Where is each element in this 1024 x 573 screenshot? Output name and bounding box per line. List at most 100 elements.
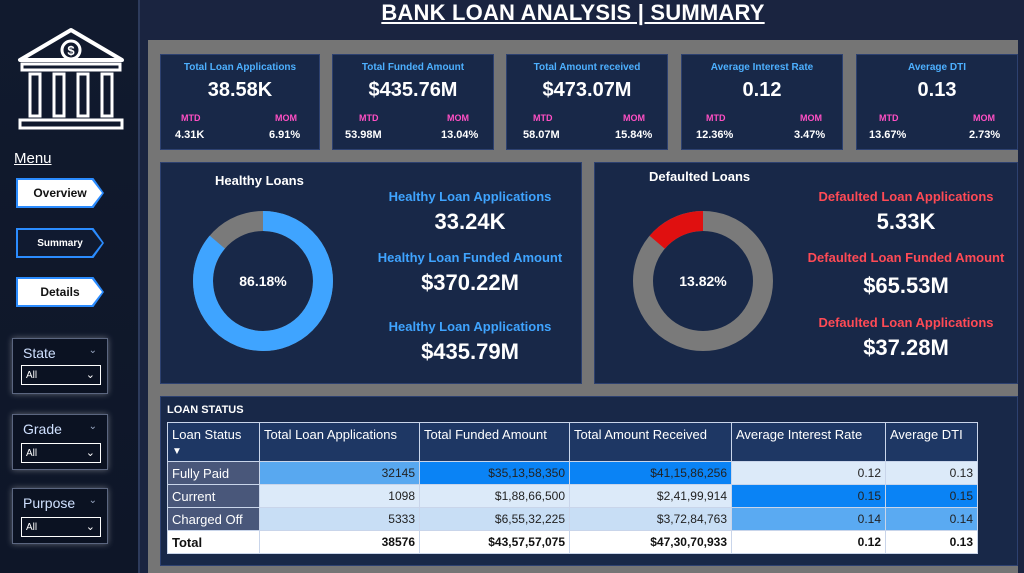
column-header[interactable]: Total Loan Applications [259,422,420,462]
rate-cell: 0.14 [731,507,886,531]
slicer-purpose-label: Purpose [23,495,76,511]
slicer-state-select[interactable]: All ⌄ [21,365,101,385]
chevron-down-icon[interactable]: ⌄ [88,345,97,356]
sidebar: $ Menu Overview Summary Details State ⌄ … [0,0,140,573]
bank-icon: $ [18,28,124,130]
slicer-state: State ⌄ All ⌄ [12,338,108,394]
funded-cell: $35,13,58,350 [419,461,570,485]
slicer-grade-value: All [26,448,38,459]
table-row[interactable]: Fully Paid 32145 $35,13,58,350 $41,15,86… [167,461,978,485]
table-header-row: Loan Status ▼ Total Loan Applications To… [167,422,978,462]
defaulted-metric-value: $37.28M [863,335,949,360]
kpi-card-total-amount-received: Total Amount received $473.07M MTD MOM 5… [506,54,668,150]
rate-cell: 0.12 [731,461,886,485]
chevron-down-icon: ⌄ [85,369,95,381]
dti-cell: 0.13 [885,461,978,485]
kpi-mtd-value: 13.67% [869,129,907,141]
kpi-title: Average DTI [908,62,966,73]
received-cell: $47,30,70,933 [569,530,732,554]
nav-details-label: Details [18,279,102,305]
kpi-title: Total Funded Amount [361,62,465,73]
chevron-down-icon[interactable]: ⌄ [88,495,97,506]
slicer-purpose-select[interactable]: All ⌄ [21,517,101,537]
status-cell: Charged Off [167,507,260,531]
dti-cell: 0.14 [885,507,978,531]
defaulted-metric-value: $65.53M [863,273,949,298]
healthy-metric-label: Healthy Loan Applications [388,189,552,204]
defaulted-loans-donut: 13.82% [633,211,773,351]
kpi-mtd-label: MTD [359,113,379,123]
rate-cell: 0.15 [731,484,886,508]
kpi-value: $473.07M [542,79,632,101]
kpi-value: 0.13 [917,79,957,101]
kpi-mom-label: MOM [447,113,469,123]
status-cell: Fully Paid [167,461,260,485]
kpi-card-total-loan-applications: Total Loan Applications 38.58K MTD MOM 4… [160,54,320,150]
column-header[interactable]: Average Interest Rate [731,422,886,462]
nav-summary-button[interactable]: Summary [16,228,104,258]
funded-cell: $1,88,66,500 [419,484,570,508]
donut-segment-defaulted [633,211,773,351]
donut-label: 13.82% [679,273,727,289]
loan-status-table: Loan Status ▼ Total Loan Applications To… [167,422,978,554]
defaulted-metric-value: 5.33K [876,209,936,234]
kpi-mom-label: MOM [623,113,645,123]
donut-label: 86.18% [239,273,287,289]
healthy-metric-label: Healthy Loan Funded Amount [377,250,563,265]
apps-cell: 38576 [259,530,420,554]
table-total-row: Total 38576 $43,57,57,075 $47,30,70,933 … [167,530,978,554]
received-cell: $3,72,84,763 [569,507,732,531]
kpi-mtd-value: 58.07M [523,129,560,141]
slicer-state-value: All [26,370,38,381]
kpi-card-average-dti: Average DTI 0.13 MTD MOM 13.67% 2.73% [856,54,1018,150]
kpi-mtd-label: MTD [533,113,553,123]
chevron-down-icon: ⌄ [85,447,95,459]
kpi-value: $435.76M [368,79,458,101]
chevron-down-icon: ⌄ [85,521,95,533]
kpi-mom-label: MOM [800,113,822,123]
menu-title: Menu [14,150,52,167]
healthy-metric-value: 33.24K [434,209,506,234]
kpi-mom-value: 13.04% [441,129,479,141]
nav-details-button[interactable]: Details [16,277,104,307]
chevron-down-icon[interactable]: ⌄ [88,421,97,432]
table-row[interactable]: Charged Off 5333 $6,55,32,225 $3,72,84,7… [167,507,978,531]
slicer-purpose-value: All [26,522,38,533]
kpi-mtd-value: 12.36% [696,129,734,141]
status-cell: Total [167,530,260,554]
column-header[interactable]: Total Funded Amount [419,422,570,462]
kpi-value: 38.58K [207,79,273,101]
nav-summary-label: Summary [18,230,102,256]
defaulted-loans-panel: Defaulted Loans 13.82% Defaulted Loan Ap… [594,162,1018,384]
funded-cell: $6,55,32,225 [419,507,570,531]
status-cell: Current [167,484,260,508]
column-header[interactable]: Average DTI [885,422,978,462]
slicer-grade-select[interactable]: All ⌄ [21,443,101,463]
column-header[interactable]: Total Amount Received [569,422,732,462]
apps-cell: 5333 [259,507,420,531]
defaulted-metric-label: Defaulted Loan Applications [818,315,994,330]
kpi-mtd-value: 4.31K [175,129,205,141]
sort-desc-icon[interactable]: ▼ [172,446,182,457]
kpi-mtd-label: MTD [706,113,726,123]
received-cell: $2,41,99,914 [569,484,732,508]
defaulted-metric-label: Defaulted Loan Applications [818,189,994,204]
svg-text:$: $ [67,43,75,58]
kpi-title: Total Amount received [533,62,641,73]
kpi-mom-value: 2.73% [969,129,1001,141]
kpi-mom-value: 6.91% [269,129,301,141]
kpi-mtd-label: MTD [879,113,899,123]
table-row[interactable]: Current 1098 $1,88,66,500 $2,41,99,914 0… [167,484,978,508]
kpi-mom-label: MOM [275,113,297,123]
funded-cell: $43,57,57,075 [419,530,570,554]
apps-cell: 1098 [259,484,420,508]
healthy-metric-label: Healthy Loan Applications [388,319,552,334]
column-header[interactable]: Loan Status ▼ [167,422,260,462]
defaulted-metric-label: Defaulted Loan Funded Amount [807,250,1005,265]
rate-cell: 0.12 [731,530,886,554]
loan-status-panel: LOAN STATUS Loan Status ▼ Total Loan App… [160,396,1018,566]
dti-cell: 0.15 [885,484,978,508]
nav-overview-button[interactable]: Overview [16,178,104,208]
slicer-purpose: Purpose ⌄ All ⌄ [12,488,108,544]
received-cell: $41,15,86,256 [569,461,732,485]
